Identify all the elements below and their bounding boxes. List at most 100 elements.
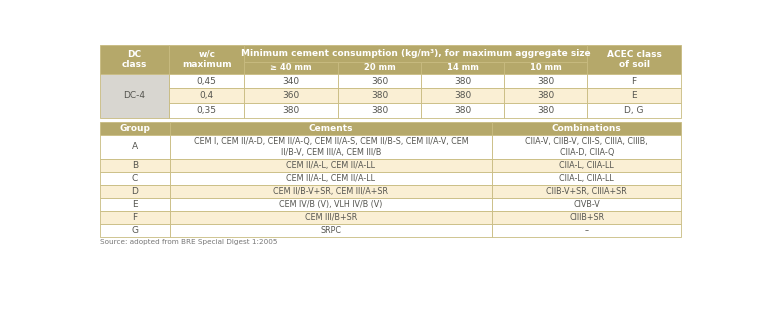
FancyBboxPatch shape	[587, 89, 681, 103]
Text: 380: 380	[283, 106, 300, 115]
Text: CIVB-V: CIVB-V	[573, 200, 600, 209]
Text: E: E	[132, 200, 138, 209]
Text: D, G: D, G	[624, 106, 644, 115]
Text: DC-4: DC-4	[123, 91, 146, 100]
Text: Minimum cement consumption (kg/m³), for maximum aggregate size: Minimum cement consumption (kg/m³), for …	[241, 49, 591, 58]
Text: D: D	[131, 187, 138, 196]
FancyBboxPatch shape	[100, 198, 170, 211]
FancyBboxPatch shape	[170, 171, 492, 185]
Text: A: A	[132, 143, 138, 152]
Text: ACEC class
of soil: ACEC class of soil	[607, 50, 661, 69]
FancyBboxPatch shape	[169, 103, 244, 118]
FancyBboxPatch shape	[169, 89, 244, 103]
FancyBboxPatch shape	[492, 159, 681, 171]
FancyBboxPatch shape	[244, 89, 338, 103]
Text: 14 mm: 14 mm	[447, 63, 479, 72]
Text: B: B	[132, 161, 138, 169]
Text: SRPC: SRPC	[321, 226, 341, 235]
Text: 380: 380	[454, 106, 472, 115]
FancyBboxPatch shape	[504, 62, 587, 74]
Text: 380: 380	[371, 106, 389, 115]
Text: CEM I, CEM II/A-D, CEM II/A-Q, CEM II/A-S, CEM II/B-S, CEM II/A-V, CEM
II/B-V, C: CEM I, CEM II/A-D, CEM II/A-Q, CEM II/A-…	[194, 137, 469, 157]
Text: Combinations: Combinations	[552, 124, 622, 133]
Text: CIIB-V+SR, CIIIA+SR: CIIB-V+SR, CIIIA+SR	[546, 187, 627, 196]
FancyBboxPatch shape	[244, 103, 338, 118]
FancyBboxPatch shape	[100, 171, 170, 185]
FancyBboxPatch shape	[492, 198, 681, 211]
FancyBboxPatch shape	[492, 211, 681, 224]
FancyBboxPatch shape	[421, 62, 504, 74]
Text: Cements: Cements	[309, 124, 354, 133]
FancyBboxPatch shape	[170, 159, 492, 171]
FancyBboxPatch shape	[244, 45, 587, 62]
Text: DC
class: DC class	[122, 50, 147, 69]
FancyBboxPatch shape	[169, 45, 244, 74]
Text: CEM II/B-V+SR, CEM III/A+SR: CEM II/B-V+SR, CEM III/A+SR	[274, 187, 389, 196]
FancyBboxPatch shape	[492, 136, 681, 159]
Text: 380: 380	[537, 77, 554, 86]
FancyBboxPatch shape	[170, 136, 492, 159]
Text: 340: 340	[283, 77, 299, 86]
FancyBboxPatch shape	[421, 103, 504, 118]
Text: 380: 380	[454, 91, 472, 100]
FancyBboxPatch shape	[170, 185, 492, 198]
Text: CEM IV/B (V), VLH IV/B (V): CEM IV/B (V), VLH IV/B (V)	[279, 200, 383, 209]
FancyBboxPatch shape	[244, 74, 338, 89]
FancyBboxPatch shape	[504, 74, 587, 89]
Text: G: G	[131, 226, 138, 235]
Text: C: C	[132, 174, 138, 183]
FancyBboxPatch shape	[170, 224, 492, 237]
FancyBboxPatch shape	[587, 103, 681, 118]
Text: 360: 360	[283, 91, 300, 100]
FancyBboxPatch shape	[492, 171, 681, 185]
FancyBboxPatch shape	[421, 74, 504, 89]
Text: F: F	[133, 213, 137, 222]
Text: CIIA-V, CIIB-V, CII-S, CIIIA, CIIIB,
CIIA-D, CIIA-Q: CIIA-V, CIIB-V, CII-S, CIIIA, CIIIB, CII…	[525, 137, 648, 157]
Text: 10 mm: 10 mm	[530, 63, 562, 72]
FancyBboxPatch shape	[421, 89, 504, 103]
Text: CIIIB+SR: CIIIB+SR	[569, 213, 604, 222]
FancyBboxPatch shape	[504, 103, 587, 118]
FancyBboxPatch shape	[100, 185, 170, 198]
FancyBboxPatch shape	[170, 211, 492, 224]
FancyBboxPatch shape	[587, 45, 681, 74]
FancyBboxPatch shape	[100, 224, 170, 237]
Text: 0,4: 0,4	[200, 91, 214, 100]
FancyBboxPatch shape	[587, 74, 681, 89]
FancyBboxPatch shape	[100, 74, 169, 118]
Text: 380: 380	[537, 91, 554, 100]
FancyBboxPatch shape	[244, 62, 338, 74]
Text: CIIA-L, CIIA-LL: CIIA-L, CIIA-LL	[559, 174, 614, 183]
FancyBboxPatch shape	[169, 74, 244, 89]
Text: E: E	[631, 91, 637, 100]
Text: ≥ 40 mm: ≥ 40 mm	[271, 63, 312, 72]
FancyBboxPatch shape	[338, 89, 421, 103]
Text: 0,35: 0,35	[197, 106, 216, 115]
FancyBboxPatch shape	[100, 45, 169, 74]
FancyBboxPatch shape	[100, 122, 170, 136]
Text: –: –	[584, 226, 589, 235]
FancyBboxPatch shape	[504, 89, 587, 103]
Text: Source: adopted from BRE Special Digest 1:2005: Source: adopted from BRE Special Digest …	[100, 239, 277, 245]
FancyBboxPatch shape	[338, 62, 421, 74]
Text: CIIA-L, CIIA-LL: CIIA-L, CIIA-LL	[559, 161, 614, 169]
Text: 0,45: 0,45	[197, 77, 216, 86]
Text: 380: 380	[454, 77, 472, 86]
FancyBboxPatch shape	[100, 211, 170, 224]
FancyBboxPatch shape	[492, 185, 681, 198]
FancyBboxPatch shape	[170, 122, 492, 136]
Text: Group: Group	[120, 124, 150, 133]
FancyBboxPatch shape	[100, 159, 170, 171]
FancyBboxPatch shape	[492, 122, 681, 136]
FancyBboxPatch shape	[492, 224, 681, 237]
Text: 380: 380	[371, 91, 389, 100]
Text: 360: 360	[371, 77, 389, 86]
FancyBboxPatch shape	[100, 136, 170, 159]
Text: CEM II/A-L, CEM II/A-LL: CEM II/A-L, CEM II/A-LL	[287, 161, 376, 169]
Text: CEM II/A-L, CEM II/A-LL: CEM II/A-L, CEM II/A-LL	[287, 174, 376, 183]
Text: CEM III/B+SR: CEM III/B+SR	[305, 213, 357, 222]
Text: F: F	[632, 77, 637, 86]
FancyBboxPatch shape	[338, 74, 421, 89]
FancyBboxPatch shape	[170, 198, 492, 211]
Text: w/c
maximum: w/c maximum	[182, 50, 232, 69]
